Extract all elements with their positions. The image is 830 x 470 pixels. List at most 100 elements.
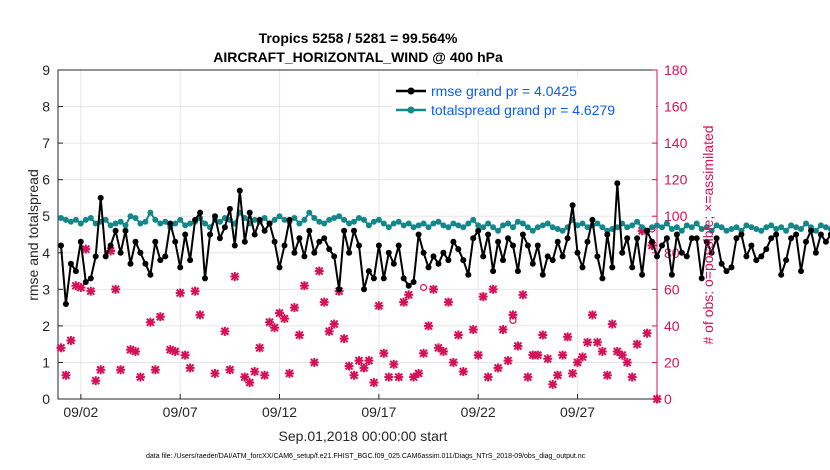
obs-assimilated-marker (150, 365, 160, 375)
totalspread-point (708, 227, 715, 234)
totalspread-point (415, 222, 422, 229)
legend: rmse grand pr = 4.0425 totalspread grand… (392, 76, 656, 120)
rmse-point (659, 242, 665, 249)
rmse-point (296, 235, 303, 242)
totalspread-point (351, 218, 357, 225)
obs-assimilated-marker (324, 326, 334, 336)
obs-assimilated-marker (424, 321, 434, 331)
obs-assimilated-marker (513, 341, 523, 351)
obs-assimilated-marker (309, 357, 319, 367)
obs-assimilated-marker (632, 339, 642, 349)
totalspread-point (763, 224, 770, 231)
totalspread-point (460, 224, 467, 231)
totalspread-point (400, 222, 407, 229)
obs-assimilated-marker (91, 376, 101, 386)
totalspread-point (514, 218, 521, 225)
x-axis-label: Sep.01,2018 00:00:00 start (279, 428, 448, 444)
legend-rmse-label: rmse grand pr = 4.0425 (431, 83, 577, 99)
obs-assimilated-marker (96, 365, 106, 375)
totalspread-point (157, 220, 164, 227)
obs-assimilated-marker (145, 317, 155, 327)
rmse-point (301, 253, 308, 260)
totalspread-point (127, 213, 134, 220)
rmse-point (798, 268, 804, 275)
rmse-point (713, 235, 720, 242)
obs-assimilated-marker (314, 266, 324, 276)
rmse-point (604, 231, 611, 238)
rmse-point (549, 257, 556, 264)
rmse-point (112, 227, 119, 234)
rmse-point (385, 249, 392, 256)
rmse-point (82, 279, 89, 285)
obs-assimilated-marker (493, 363, 503, 373)
totalspread-point (202, 220, 208, 227)
obs-assimilated-marker (354, 356, 364, 366)
rmse-point (519, 231, 526, 238)
obs-assimilated-marker (597, 346, 607, 356)
rmse-point (361, 286, 367, 293)
y-tick-label: 7 (42, 135, 50, 151)
rmse-point (644, 227, 651, 234)
totalspread-point (485, 220, 492, 227)
rmse-point (336, 286, 343, 293)
obs-assimilated-marker (543, 354, 553, 364)
legend-spread-marker (407, 106, 415, 114)
rmse-point (514, 268, 521, 275)
obs-assimilated-marker (319, 297, 329, 307)
rmse-point (311, 249, 318, 256)
rmse-point (87, 275, 94, 282)
x-tick-label: 09/12 (262, 404, 297, 420)
rmse-point (579, 264, 586, 271)
rmse-point (723, 268, 730, 275)
totalspread-point (584, 224, 591, 231)
totalspread-point (87, 215, 94, 221)
totalspread-point (341, 216, 348, 223)
rmse-point (510, 242, 516, 249)
rmse-point (574, 249, 581, 256)
rmse-point (629, 264, 636, 271)
obs-assimilated-marker (468, 325, 478, 335)
obs-assimilated-marker (399, 297, 409, 307)
rmse-point (246, 209, 253, 216)
rmse-point (773, 231, 780, 238)
rmse-point (226, 205, 233, 212)
rmse-point (356, 242, 362, 249)
rmse-point (485, 231, 492, 238)
rmse-point (803, 238, 809, 245)
totalspread-point (798, 226, 804, 232)
obs-assimilated-marker (523, 372, 533, 382)
rmse-point (167, 220, 174, 227)
obs-assimilated-marker (374, 301, 384, 311)
rmse-point (241, 238, 248, 245)
y2-tick-label: 0 (664, 391, 672, 407)
totalspread-point (678, 227, 685, 234)
rmse-point (480, 253, 487, 260)
right-y-axis-label: # of obs: o=possible; ×=assimilated (700, 125, 716, 344)
totalspread-point (187, 220, 194, 227)
rmse-point (331, 253, 338, 260)
totalspread-point (405, 220, 412, 227)
obs-assimilated-marker (294, 330, 304, 340)
rmse-point (733, 235, 740, 242)
totalspread-point (480, 224, 487, 231)
rmse-point (162, 253, 169, 260)
obs-assimilated-marker (627, 372, 637, 382)
totalspread-point (336, 213, 343, 220)
obs-assimilated-marker (289, 303, 299, 313)
chart-title: Tropics 5258 / 5281 = 99.564% (259, 30, 458, 46)
totalspread-point (385, 224, 392, 231)
y2-tick-label: 120 (664, 172, 688, 188)
rmse-point (490, 268, 497, 275)
obs-assimilated-marker (255, 343, 265, 353)
rmse-point (450, 238, 457, 245)
rmse-point (102, 253, 109, 260)
x-tick-label: 09/27 (560, 404, 595, 420)
totalspread-point (788, 222, 795, 229)
totalspread-point (649, 224, 655, 231)
x-tick-label: 09/02 (63, 404, 98, 420)
obs-assimilated-marker (483, 372, 493, 382)
rmse-point (425, 264, 432, 271)
obs-assimilated-marker (61, 370, 71, 380)
totalspread-point (445, 224, 452, 231)
totalspread-point (793, 224, 800, 231)
